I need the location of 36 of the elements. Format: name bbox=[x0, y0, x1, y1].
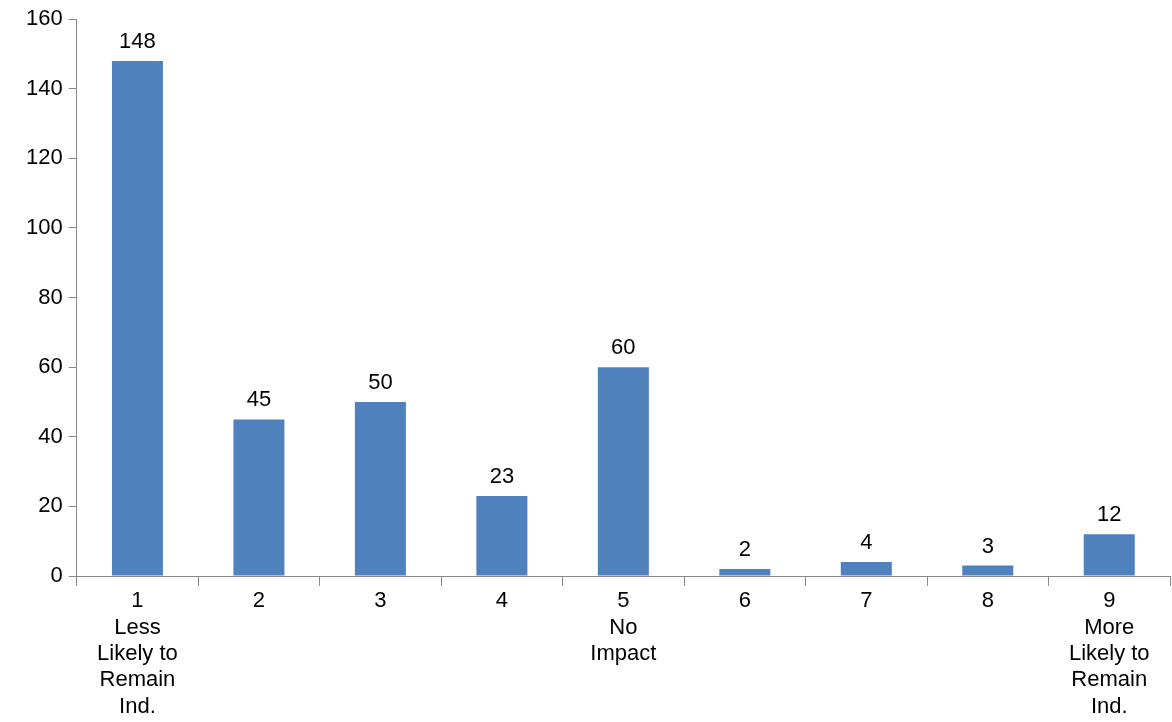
y-tick-label: 80 bbox=[38, 283, 63, 309]
x-tick-label: 6 bbox=[738, 587, 751, 613]
bar bbox=[597, 367, 649, 576]
bar bbox=[1083, 534, 1135, 576]
x-tick-label: 2 bbox=[252, 587, 266, 613]
data-label: 12 bbox=[1097, 501, 1122, 527]
y-tick-label: 20 bbox=[38, 492, 63, 518]
y-tick-label: 120 bbox=[25, 144, 63, 170]
x-tick-label: 4 bbox=[495, 587, 508, 613]
bar bbox=[111, 60, 163, 576]
x-tick-label: 8 bbox=[981, 587, 994, 613]
bar bbox=[962, 565, 1014, 576]
bar bbox=[354, 402, 406, 576]
data-label: 23 bbox=[489, 463, 515, 489]
data-label: 60 bbox=[611, 334, 636, 360]
bar bbox=[233, 419, 285, 576]
y-tick-label: 160 bbox=[25, 5, 63, 31]
y-tick-label: 140 bbox=[25, 74, 63, 100]
x-tick-label: 5 No Impact bbox=[590, 587, 657, 666]
data-label: 2 bbox=[738, 536, 751, 562]
x-tick-label: 1 Less Likely to Remain Ind. bbox=[97, 587, 178, 718]
y-tick-label: 100 bbox=[25, 214, 63, 240]
data-label: 148 bbox=[119, 28, 156, 54]
data-label: 50 bbox=[368, 369, 393, 395]
x-tick-label: 3 bbox=[374, 587, 387, 613]
x-tick-label: 9 More Likely to Remain Ind. bbox=[1068, 587, 1150, 718]
bar bbox=[840, 562, 892, 576]
x-tick-label: 7 bbox=[860, 587, 873, 613]
data-label: 4 bbox=[860, 529, 873, 555]
y-tick-label: 60 bbox=[38, 353, 63, 379]
bar bbox=[476, 495, 528, 576]
y-tick-label: 0 bbox=[50, 562, 63, 588]
data-label: 45 bbox=[246, 386, 272, 412]
y-tick-label: 40 bbox=[38, 422, 63, 448]
data-label: 3 bbox=[981, 532, 994, 558]
bar bbox=[719, 569, 771, 576]
